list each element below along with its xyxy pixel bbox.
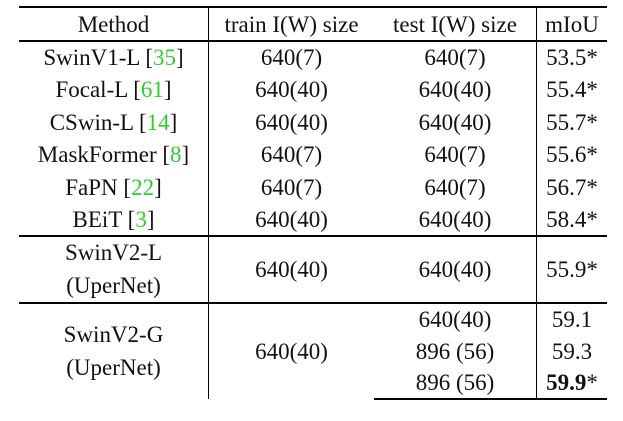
test-size-cell: 640(40) <box>374 203 537 236</box>
method-name: BEiT <box>72 206 122 232</box>
method-name: SwinV2-L <box>64 240 163 266</box>
miou-cell-best: 59.9* <box>536 367 607 400</box>
train-size-cell: 640(40) <box>255 77 328 103</box>
test-size-cell: 640(7) <box>374 138 537 171</box>
citation-link[interactable]: 22 <box>131 174 155 200</box>
miou-cell: 55.4* <box>546 77 598 103</box>
test-size-cell: 640(7) <box>374 171 537 204</box>
miou-cell: 53.5* <box>546 45 598 71</box>
table-row-swinv2-l: SwinV2-L (UperNet) 640(40) 640(40) 55.9* <box>19 235 607 303</box>
citation-link[interactable]: 35 <box>153 45 176 71</box>
train-size-cell: 640(7) <box>260 45 323 71</box>
header-row: Method train I(W) size test I(W) size mI… <box>19 6 607 42</box>
method-cell: BEiT [3] <box>19 203 209 236</box>
best-marker: * <box>586 370 598 395</box>
train-size-cell: 640(40) <box>208 235 374 303</box>
method-cell: Focal-L [61] <box>19 73 209 106</box>
citation-link[interactable]: 14 <box>146 109 170 135</box>
test-size-cell: 640(7) <box>374 41 537 74</box>
header-train-size: train I(W) size <box>208 6 374 42</box>
header-miou: mIoU <box>536 6 607 42</box>
train-size-cell: 640(40) <box>255 206 328 232</box>
miou-cell: 58.4* <box>546 206 598 232</box>
method-cell: SwinV2-G (UperNet) <box>19 302 209 399</box>
method-name: Focal-L <box>55 77 128 103</box>
miou-cell: 55.7* <box>546 109 598 135</box>
citation-link[interactable]: 8 <box>170 142 182 168</box>
train-size-cell: 640(7) <box>260 174 323 200</box>
table-row: MaskFormer [8] 640(7) 640(7) 55.6* <box>19 138 607 171</box>
method-cell: FaPN [22] <box>19 171 209 204</box>
method-name: SwinV1-L <box>43 45 140 71</box>
test-size-cell: 640(40) <box>374 235 537 303</box>
train-size-cell: 640(40) <box>208 302 374 399</box>
table-row: SwinV1-L [35] 640(7) 640(7) 53.5* <box>19 41 607 74</box>
method-subtitle: (UperNet) <box>66 354 161 380</box>
method-name: SwinV2-G <box>63 322 164 348</box>
miou-cell: 59.1 <box>536 302 607 335</box>
method-cell: SwinV2-L (UperNet) <box>19 235 209 303</box>
method-cell: MaskFormer [8] <box>19 138 209 171</box>
miou-cell: 56.7* <box>546 174 598 200</box>
miou-cell: 55.9* <box>536 235 607 303</box>
method-name: CSwin-L <box>49 109 134 135</box>
table-row: BEiT [3] 640(40) 640(40) 58.4* <box>19 203 607 236</box>
test-size-cell: 896 (56) <box>374 335 537 367</box>
method-name: MaskFormer <box>37 142 157 168</box>
test-size-cell: 896 (56) <box>374 367 537 400</box>
citation-link[interactable]: 3 <box>135 206 147 232</box>
table-row-swinv2-g: 896 (56) 59.9* <box>19 367 607 400</box>
header-method: Method <box>19 6 209 42</box>
test-size-cell: 640(40) <box>374 302 537 335</box>
miou-cell: 55.6* <box>546 142 598 168</box>
best-miou-value: 59.9 <box>546 370 587 395</box>
header-test-size: test I(W) size <box>374 6 537 42</box>
table-row-swinv2-g: 896 (56) 59.3 <box>19 335 607 367</box>
train-size-cell: 640(40) <box>255 109 328 135</box>
test-size-cell: 640(40) <box>374 73 537 106</box>
method-cell: CSwin-L [14] <box>19 106 209 139</box>
train-size-cell: 640(7) <box>260 142 323 168</box>
method-subtitle: (UperNet) <box>66 272 161 298</box>
citation-link[interactable]: 61 <box>140 77 164 103</box>
method-cell: SwinV1-L [35] <box>19 41 209 74</box>
table-row-swinv2-g: SwinV2-G (UperNet) 640(40) 640(40) 59.1 <box>19 302 607 399</box>
method-name: FaPN <box>65 174 118 200</box>
miou-cell: 59.3 <box>551 338 593 364</box>
table-row: Focal-L [61] 640(40) 640(40) 55.4* <box>19 73 607 106</box>
test-size-cell: 640(40) <box>374 106 537 139</box>
results-table: Method train I(W) size test I(W) size mI… <box>19 6 607 400</box>
table-row: FaPN [22] 640(7) 640(7) 56.7* <box>19 171 607 204</box>
table-row: CSwin-L [14] 640(40) 640(40) 55.7* <box>19 106 607 139</box>
